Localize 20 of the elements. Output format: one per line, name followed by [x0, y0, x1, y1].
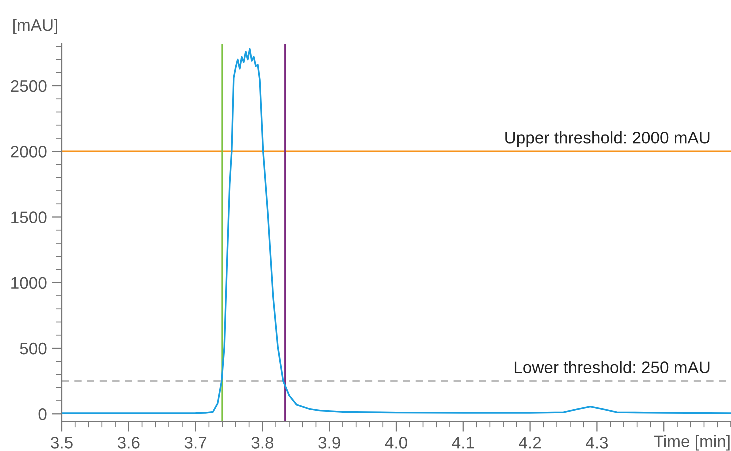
y-tick-label: 2000: [11, 146, 47, 158]
line-series: [62, 48, 731, 414]
y-tick-label: 500: [20, 342, 47, 355]
x-axis-title: Time [min]: [654, 435, 730, 451]
x-tick-label: 4.0: [385, 437, 408, 449]
x-tick-label: 4.1: [452, 437, 474, 449]
ref-line-label: Lower threshold: 250 mAU: [514, 361, 710, 374]
x-tick-label: 4.2: [519, 437, 542, 449]
x-tick-label: 3.9: [318, 437, 340, 449]
y-tick-label: 2500: [11, 80, 47, 92]
y-tick-label: 1500: [12, 212, 47, 224]
y-axis-title: [mAU]: [14, 19, 58, 35]
y-tick-label: 0: [38, 408, 47, 420]
ref-line-label: Upper threshold: 2000 mAU: [506, 132, 710, 148]
x-tick-label: 4.3: [586, 437, 608, 449]
x-tick-label: 3.7: [184, 437, 207, 449]
x-tick-label: 3.8: [252, 437, 274, 449]
x-tick-label: 3.6: [118, 437, 140, 449]
x-tick-label: 3.5: [51, 437, 73, 449]
y-tick-label: 1000: [12, 277, 47, 290]
